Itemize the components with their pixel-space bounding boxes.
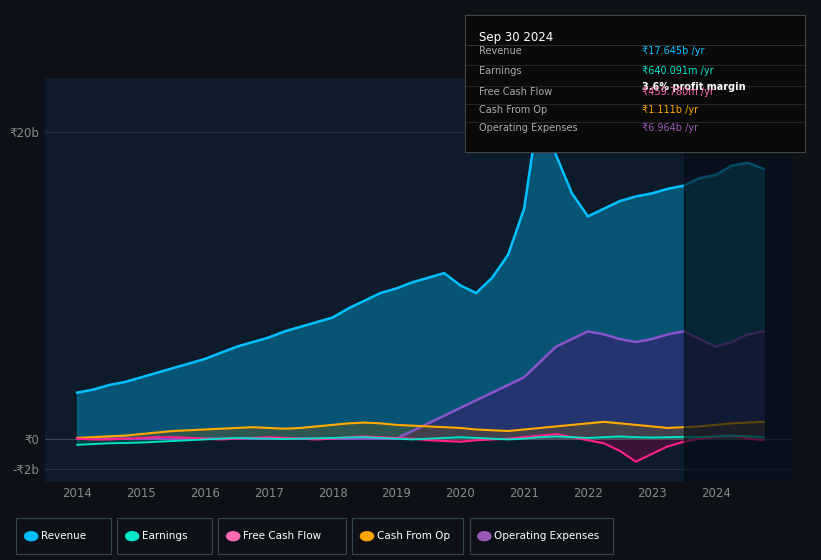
Text: Free Cash Flow: Free Cash Flow xyxy=(243,531,321,541)
Text: ₹17.645b /yr: ₹17.645b /yr xyxy=(642,46,704,56)
Text: Operating Expenses: Operating Expenses xyxy=(479,123,577,133)
Text: ₹459.780m /yr: ₹459.780m /yr xyxy=(642,87,713,97)
Text: Earnings: Earnings xyxy=(142,531,187,541)
Text: Sep 30 2024: Sep 30 2024 xyxy=(479,31,553,44)
Text: 3.6% profit margin: 3.6% profit margin xyxy=(642,82,745,92)
Text: ₹640.091m /yr: ₹640.091m /yr xyxy=(642,66,713,76)
Text: Revenue: Revenue xyxy=(41,531,86,541)
Text: Earnings: Earnings xyxy=(479,66,521,76)
Text: Operating Expenses: Operating Expenses xyxy=(494,531,599,541)
Text: ₹1.111b /yr: ₹1.111b /yr xyxy=(642,105,698,115)
Text: ₹6.964b /yr: ₹6.964b /yr xyxy=(642,123,698,133)
Text: Free Cash Flow: Free Cash Flow xyxy=(479,87,552,97)
Text: Cash From Op: Cash From Op xyxy=(377,531,450,541)
Text: Revenue: Revenue xyxy=(479,46,521,56)
Text: Cash From Op: Cash From Op xyxy=(479,105,547,115)
Bar xyxy=(684,78,792,482)
